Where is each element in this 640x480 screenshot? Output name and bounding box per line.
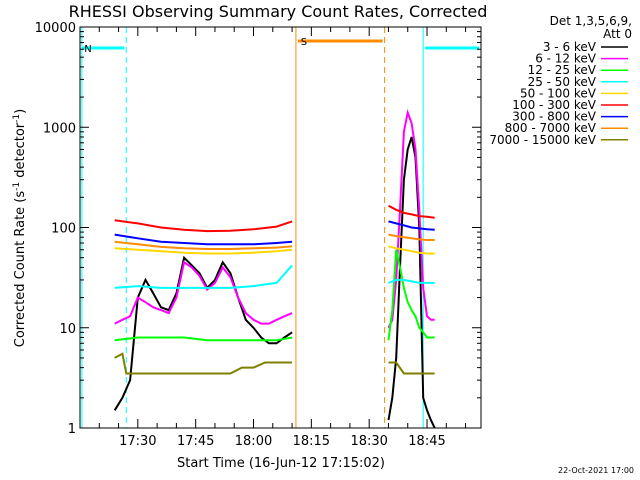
y-tick-label: 100 (51, 222, 76, 237)
x-tick-label: 18:30 (350, 434, 387, 449)
series-line (387, 108, 435, 329)
legend-attenuator: Att 0 (603, 27, 632, 41)
y-axis-label-sup-1: -1 (12, 182, 22, 191)
plot-area: NS (81, 27, 479, 428)
x-tick-label: 17:30 (119, 434, 156, 449)
y-axis-label: Corrected Count Rate (s-1 detector-1) (12, 109, 28, 347)
footer-date: 22-Oct-2021 17:00 (558, 466, 634, 475)
series-line (388, 278, 435, 284)
legend-label: 7000 - 15000 keV (489, 133, 596, 147)
flag-label: S (301, 37, 307, 48)
x-tick-label: 18:45 (408, 434, 445, 449)
series-line (387, 136, 436, 428)
series-line (114, 352, 293, 375)
series-line (114, 233, 293, 246)
series-line (114, 264, 293, 289)
series-line (388, 220, 435, 231)
series-line (388, 233, 435, 241)
y-axis: 1 10 100 1000 10000 (35, 21, 481, 437)
y-axis-label-sup-2: -1 (12, 114, 22, 123)
y-axis-label-end: ) (13, 109, 28, 114)
series-line (114, 240, 293, 250)
chart-title: RHESSI Observing Summary Count Rates, Co… (69, 2, 488, 21)
series-line (113, 255, 293, 411)
legend-label: 100 - 300 keV (512, 98, 596, 112)
legend-detectors: Det 1,3,5,6,9, (550, 14, 632, 28)
x-axis: 17:30 17:45 18:00 18:15 18:30 18:45 (98, 27, 467, 449)
series-line (114, 219, 293, 233)
y-tick-label: 10 (59, 322, 76, 337)
x-axis-label: Start Time (16-Jun-12 17:15:02) (177, 456, 385, 471)
x-tick-label: 18:15 (293, 434, 330, 449)
series-line (387, 249, 435, 341)
legend-label: 300 - 800 keV (512, 110, 596, 124)
legend-label: 6 - 12 keV (535, 52, 597, 66)
legend-label: 50 - 100 keV (520, 86, 597, 100)
y-tick-label: 1000 (43, 121, 76, 136)
series-line (114, 260, 293, 325)
y-axis-label-mid: detector (13, 122, 28, 182)
series-line (114, 336, 293, 342)
flag-label: N (84, 44, 91, 55)
series-line (388, 245, 435, 255)
x-tick-label: 18:00 (235, 434, 272, 449)
y-tick-label: 10000 (35, 21, 76, 36)
legend-label: 3 - 6 keV (543, 40, 597, 54)
legend-label: 800 - 7000 keV (505, 121, 597, 135)
legend-label: 25 - 50 keV (528, 75, 597, 89)
series-line (388, 204, 435, 219)
legend-label: 12 - 25 keV (528, 63, 597, 77)
y-axis-label-base: Corrected Count Rate (s (13, 191, 28, 348)
series-line (388, 361, 435, 375)
series-line (114, 247, 293, 255)
x-tick-label: 17:45 (177, 434, 214, 449)
y-tick-label: 1 (68, 422, 76, 437)
